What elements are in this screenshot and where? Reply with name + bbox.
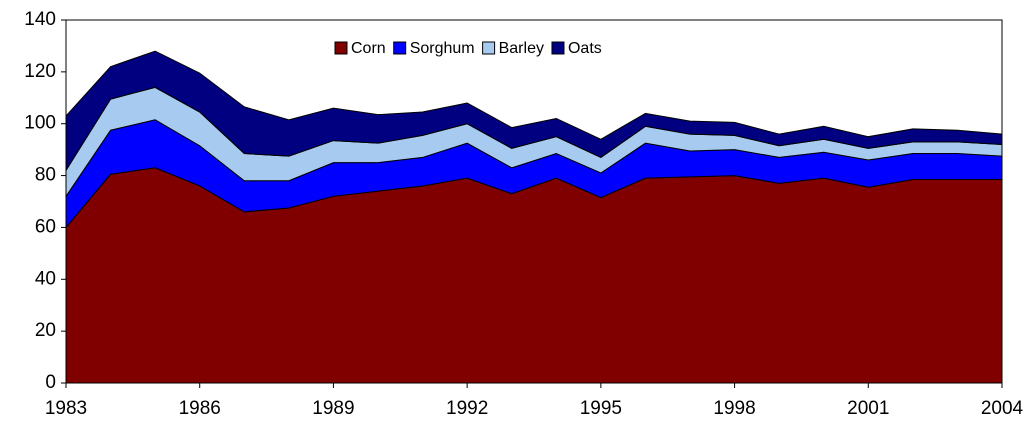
legend-swatch xyxy=(551,41,565,55)
x-tick-label: 1995 xyxy=(580,398,622,419)
y-tick-label: 0 xyxy=(45,372,56,393)
legend-swatch xyxy=(482,41,496,55)
y-tick-label: 80 xyxy=(35,165,56,186)
legend-swatch xyxy=(334,41,348,55)
x-tick-label: 1989 xyxy=(312,398,354,419)
y-tick-label: 20 xyxy=(35,320,56,341)
legend: Corn Sorghum Barley Oats xyxy=(334,40,602,57)
x-tick-label: 2001 xyxy=(847,398,889,419)
legend-label: Corn xyxy=(351,40,386,57)
legend-label: Sorghum xyxy=(410,40,475,57)
x-tick-label: 2004 xyxy=(981,398,1024,419)
x-tick-label: 1983 xyxy=(45,398,87,419)
legend-label: Barley xyxy=(499,40,544,57)
x-tick-label: 1986 xyxy=(179,398,221,419)
plot-frame xyxy=(65,19,1003,384)
y-tick-label: 120 xyxy=(24,61,56,82)
y-tick-label: 40 xyxy=(35,268,56,289)
y-tick-label: 100 xyxy=(24,113,56,134)
x-tick-label: 1998 xyxy=(713,398,755,419)
legend-swatch xyxy=(393,41,407,55)
area xyxy=(65,167,1003,384)
y-tick-label: 60 xyxy=(35,216,56,237)
legend-label: Oats xyxy=(568,40,602,57)
y-tick-label: 140 xyxy=(24,9,56,30)
x-tick-label: 1992 xyxy=(446,398,488,419)
